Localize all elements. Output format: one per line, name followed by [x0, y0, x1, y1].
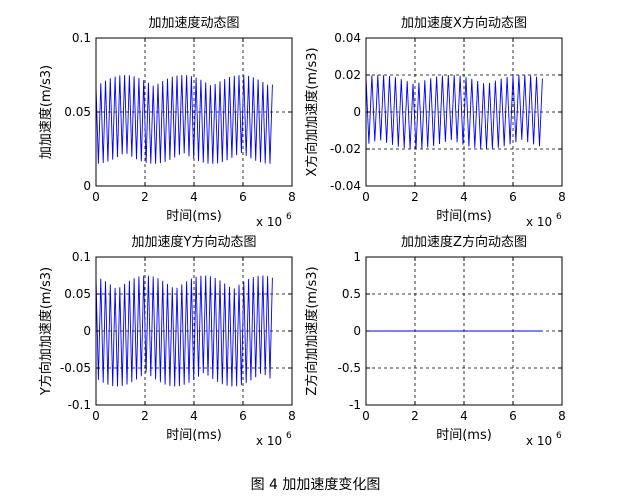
- x-tick-label: 2: [141, 190, 149, 204]
- y-tick-label: 0.02: [334, 68, 361, 82]
- x-tick-label: 0: [362, 409, 370, 423]
- chart-title: 加加速度Z方向动态图: [401, 234, 527, 250]
- series-line: [95, 74, 273, 164]
- y-tick-label: 0.1: [72, 31, 91, 45]
- x-tick-label: 0: [92, 409, 100, 423]
- x-tick-label: 0: [362, 190, 370, 204]
- y-tick-label: 0.5: [342, 287, 361, 301]
- x-axis-label: 时间(ms): [436, 428, 492, 443]
- x-exponent-power: 6: [556, 212, 562, 222]
- x-tick-label: 4: [190, 190, 198, 204]
- y-tick-label: -0.04: [330, 179, 361, 193]
- x-tick-label: 6: [239, 409, 247, 423]
- x-tick-label: 2: [141, 409, 149, 423]
- y-tick-label: -0.02: [330, 142, 361, 156]
- y-axis-label: X方向加加速度(m/s3): [304, 47, 320, 176]
- chart-title: 加加速度X方向动态图: [401, 15, 527, 31]
- y-tick-label: 0: [83, 179, 91, 193]
- series-line: [365, 74, 543, 150]
- x-exponent-power: 6: [556, 431, 562, 441]
- y-tick-label: 0: [353, 324, 361, 338]
- y-tick-label: -0.05: [60, 361, 91, 375]
- x-axis-label: 时间(ms): [166, 209, 222, 224]
- x-exponent: x 10: [256, 434, 282, 448]
- figure-caption: 图 4 加加速度变化图: [250, 477, 381, 493]
- y-tick-label: 0.05: [64, 287, 91, 301]
- x-exponent-power: 6: [286, 212, 292, 222]
- chart-title: 加加速度动态图: [148, 15, 239, 31]
- y-tick-label: -0.5: [338, 361, 361, 375]
- chart-title: 加加速度Y方向动态图: [132, 234, 257, 250]
- y-tick-label: 0.05: [64, 105, 91, 119]
- x-tick-label: 6: [509, 409, 517, 423]
- x-tick-label: 8: [288, 190, 296, 204]
- x-exponent-power: 6: [286, 431, 292, 441]
- y-tick-label: -0.1: [68, 398, 91, 412]
- y-tick-label: 0: [83, 324, 91, 338]
- x-tick-label: 4: [190, 409, 198, 423]
- x-tick-label: 2: [411, 409, 419, 423]
- y-tick-label: 0.04: [334, 31, 361, 45]
- x-tick-label: 4: [460, 409, 468, 423]
- y-tick-label: 0.1: [72, 250, 91, 264]
- x-tick-label: 2: [411, 190, 419, 204]
- x-tick-label: 6: [239, 190, 247, 204]
- x-tick-label: 0: [92, 190, 100, 204]
- chart-panel-2: 0 2 4 6 8 -0.04 -0.02 0 0.02 0.04 加加速度X方向动态图时间(ms)…: [304, 15, 566, 229]
- y-axis-label: Z方向加加速度(m/s3): [304, 266, 320, 395]
- x-axis-label: 时间(ms): [166, 428, 222, 443]
- y-axis-label: 加加速度(m/s3): [38, 65, 54, 159]
- x-tick-label: 4: [460, 190, 468, 204]
- x-tick-label: 8: [558, 409, 566, 423]
- x-tick-label: 6: [509, 190, 517, 204]
- x-exponent: x 10: [256, 215, 282, 229]
- x-exponent: x 10: [526, 215, 552, 229]
- x-tick-label: 8: [558, 190, 566, 204]
- y-axis-label: Y方向加加速度(m/s3): [38, 267, 54, 396]
- y-tick-label: 0: [353, 105, 361, 119]
- y-tick-label: -1: [349, 398, 361, 412]
- x-tick-label: 8: [288, 409, 296, 423]
- x-axis-label: 时间(ms): [436, 209, 492, 224]
- x-exponent: x 10: [526, 434, 552, 448]
- y-tick-label: 1: [353, 250, 361, 264]
- series-line: [95, 275, 273, 387]
